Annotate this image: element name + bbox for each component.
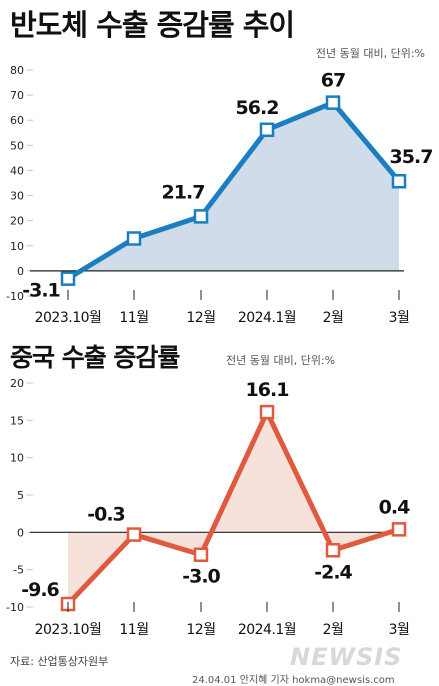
chart-1-x-tick-label: 2월 (323, 310, 344, 326)
chart-1-y-tick-label: 20 (10, 215, 24, 228)
newsis-logo: NEWSIS (290, 643, 403, 671)
chart-1-data-label: 67 (321, 70, 345, 92)
chart-1-unit-note: 전년 동월 대비, 단위:% (315, 47, 425, 60)
source-note: 자료: 산업통상자원부 (10, 655, 109, 668)
chart-1-point-marker (259, 122, 275, 138)
chart-2-y-tick-label: 10 (10, 452, 24, 465)
chart-2-point-marker (391, 522, 407, 537)
chart-2-data-label: -9.6 (21, 579, 59, 601)
chart-1-x-tick-label: 12월 (186, 310, 215, 326)
chart-1-y-tick-label: 80 (10, 64, 24, 77)
chart-2-data-label: -3.0 (182, 566, 220, 588)
chart-2-data-label: -2.4 (314, 561, 352, 583)
chart-2-y-tick-label: 20 (10, 377, 24, 390)
chart-2-x-tick-label: 2024.1월 (238, 622, 296, 638)
chart-1-data-label: -3.1 (22, 280, 60, 302)
chart-1-x-tick-label: 2024.1월 (238, 310, 296, 326)
chart-2-unit-note: 전년 동월 대비, 단위:% (226, 354, 336, 367)
chart-2-point-marker (126, 527, 142, 542)
credit-line: 24.04.01 안지혜 기자 hokma@newsis.com (192, 675, 395, 686)
chart-1-x-tick-label: 2023.10월 (35, 310, 102, 326)
chart-1-title: 반도체 수출 증감률 추이 (10, 8, 295, 42)
chart-1-series-line (66, 100, 401, 281)
chart-2-y-tick-label: 15 (10, 414, 24, 427)
chart-1-point-marker (391, 173, 407, 189)
chart-1-data-label: 35.7 (390, 146, 433, 168)
chart-2-title: 중국 수출 증감률 (10, 343, 180, 372)
chart-2-data-label: 0.4 (379, 496, 410, 518)
chart-2-point-marker (193, 547, 209, 562)
chart-2-x-tick-label: 2월 (323, 622, 344, 638)
chart-1-y-tick-label: 30 (10, 190, 24, 203)
chart-1-point-marker (193, 209, 209, 224)
chart-2-x-tick-label: 12월 (186, 622, 215, 638)
chart-2-y-tick-label: -5 (13, 564, 24, 577)
chart-2-area-fill (68, 412, 399, 605)
chart-1-x-tick-label: 3월 (389, 310, 410, 326)
chart-2-data-label: -0.3 (87, 504, 125, 526)
chart-1-point-marker (126, 231, 142, 246)
chart-1-point-marker (60, 271, 76, 286)
chart-1-point-marker (325, 95, 341, 110)
chart-2-data-label: 16.1 (246, 379, 289, 401)
chart-2-x-tick-label: 3월 (389, 622, 410, 638)
chart-2-point-marker (325, 543, 341, 558)
chart-1-y-tick-label: 40 (10, 164, 24, 177)
chart-2-x-tick-label: 2023.10월 (35, 622, 102, 638)
chart-1-y-tick-label: 60 (10, 114, 24, 127)
chart-2-y-tick-label: 0 (17, 526, 24, 539)
chart-2-y-tick-label: 5 (17, 489, 24, 502)
chart-1-y-tick-label: 70 (10, 89, 24, 102)
chart-1-x-tick-label: 11월 (119, 310, 148, 326)
chart-1-y-tick-label: 50 (10, 139, 24, 152)
chart-1-data-label: 56.2 (236, 97, 279, 119)
chart-2-series-line (66, 409, 400, 606)
chart-2-point-marker (259, 404, 275, 420)
chart-2-x-tick-label: 11월 (119, 622, 148, 638)
chart-1-y-tick-label: -10 (6, 290, 24, 303)
chart-1-y-tick-label: 0 (17, 265, 24, 278)
chart-2-y-tick-label: -10 (6, 601, 24, 614)
chart-1-data-label: 21.7 (162, 181, 205, 203)
chart-1-y-tick-label: 10 (10, 240, 24, 253)
